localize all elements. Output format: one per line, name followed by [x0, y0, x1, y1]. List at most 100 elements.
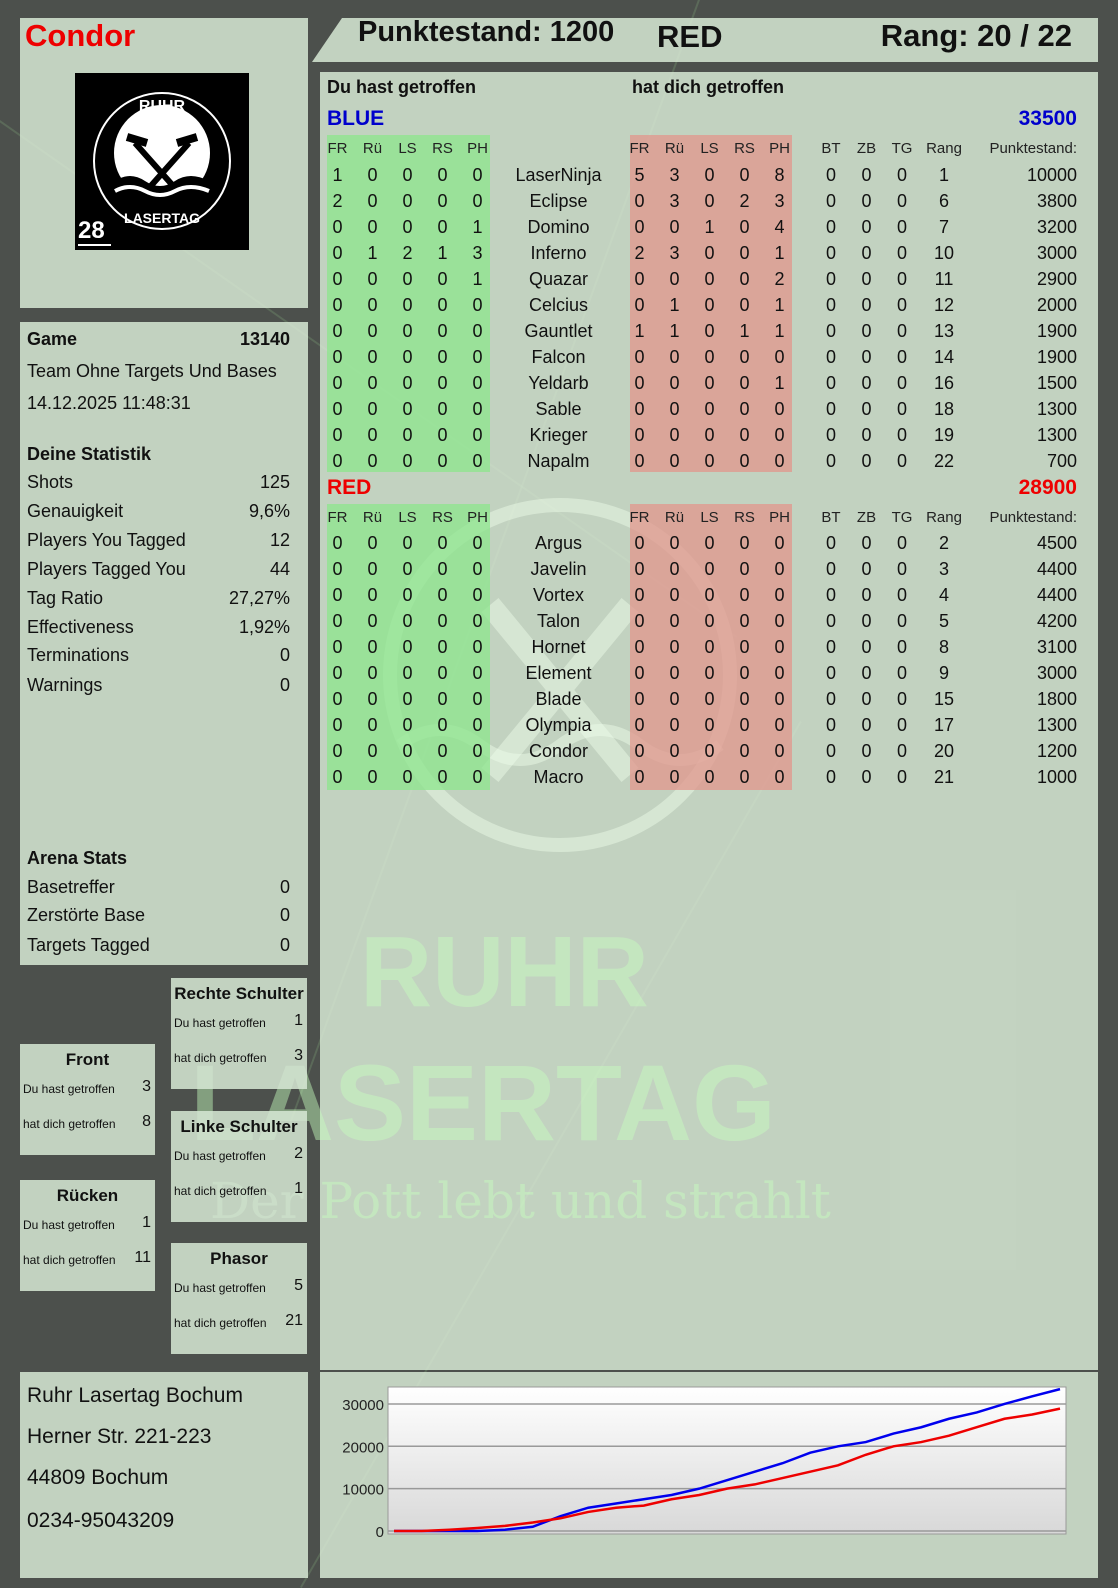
column-header: RS — [432, 509, 453, 526]
table-cell — [797, 530, 813, 556]
table-cell: 2900 — [1036, 269, 1077, 289]
table-cell: 4 — [938, 585, 949, 605]
column-header: FR — [327, 140, 348, 157]
table-cell: 0 — [669, 767, 680, 787]
table-cell: 4 — [774, 217, 785, 237]
table-cell: 0 — [472, 689, 483, 709]
stat-label: Warnings — [27, 675, 103, 695]
column-header — [495, 136, 622, 162]
table-cell: 2 — [938, 533, 949, 553]
player-name-cell: Gauntlet — [524, 321, 593, 341]
table-cell: 0 — [861, 399, 872, 419]
table-cell: 8 — [938, 637, 949, 657]
stat-row: Players Tagged You 44 — [27, 559, 290, 580]
table-cell: 0 — [704, 451, 715, 471]
table-cell: 21 — [933, 767, 955, 787]
stat-row: Genauigkeit 9,6% — [27, 501, 290, 522]
table-cell: 1300 — [1036, 399, 1077, 419]
table-cell: 4200 — [1036, 611, 1077, 631]
table-cell: 0 — [634, 767, 645, 787]
table-cell: 1 — [669, 295, 680, 315]
table-cell: 0 — [367, 611, 378, 631]
table-cell: 0 — [861, 559, 872, 579]
table-cell: 0 — [825, 425, 836, 445]
table-cell: 0 — [367, 425, 378, 445]
table-cell: 0 — [367, 715, 378, 735]
table-cell: 0 — [332, 663, 343, 683]
column-header: BT — [821, 140, 841, 157]
table-cell: 0 — [634, 347, 645, 367]
player-name-cell: Yeldarb — [528, 373, 589, 393]
table-cell: 1 — [774, 295, 785, 315]
value: 3 — [142, 1078, 151, 1095]
player-name-cell: Element — [525, 663, 592, 683]
stat-value: 27,27% — [228, 588, 290, 608]
table-cell: 0 — [825, 715, 836, 735]
table-cell: 0 — [437, 533, 448, 553]
table-cell: 0 — [634, 269, 645, 289]
value: 8 — [142, 1113, 151, 1130]
table-cell: 0 — [774, 399, 785, 419]
column-header: PH — [467, 140, 488, 157]
table-cell: 0 — [704, 399, 715, 419]
table-cell: 3200 — [1036, 217, 1077, 237]
table-cell: 1 — [367, 243, 378, 263]
game-label: Game — [27, 329, 78, 349]
table-cell: 0 — [437, 399, 448, 419]
table-cell: 0 — [739, 269, 750, 289]
table-cell: 0 — [896, 321, 907, 341]
table-cell: 7 — [938, 217, 949, 237]
stat-value: 0 — [279, 935, 290, 955]
table-cell: 0 — [332, 321, 343, 341]
stat-label: Tag Ratio — [27, 588, 104, 608]
table-cell: 0 — [367, 637, 378, 657]
player-score: Punktestand: 1200 — [358, 16, 615, 48]
table-cell: 0 — [774, 663, 785, 683]
table-cell: 1500 — [1036, 373, 1077, 393]
table-cell: 0 — [402, 347, 413, 367]
table-cell: 0 — [896, 165, 907, 185]
table-cell: 5 — [634, 165, 645, 185]
stat-label: Targets Tagged — [27, 935, 150, 955]
stat-label: Terminations — [27, 645, 130, 665]
column-header: Rang — [926, 140, 962, 157]
table-cell: 0 — [704, 269, 715, 289]
table-cell: 0 — [402, 295, 413, 315]
player-name-cell: Napalm — [527, 451, 590, 471]
table-cell: 0 — [367, 295, 378, 315]
table-cell: 0 — [472, 425, 483, 445]
hit-you-row: hat dich getroffen 8 — [20, 1096, 155, 1131]
table-cell: 5 — [938, 611, 949, 631]
table-cell: 0 — [861, 663, 872, 683]
table-cell: 0 — [472, 585, 483, 605]
table-cell: 0 — [332, 689, 343, 709]
table-cell: 0 — [774, 611, 785, 631]
table-cell: 0 — [402, 165, 413, 185]
table-cell: 0 — [332, 741, 343, 761]
table-cell: 2 — [774, 269, 785, 289]
table-cell: 0 — [739, 243, 750, 263]
table-cell: 0 — [739, 767, 750, 787]
address-panel — [20, 1372, 308, 1578]
player-name-cell: Domino — [527, 217, 590, 237]
table-cell: 0 — [367, 321, 378, 341]
table-cell: 0 — [332, 347, 343, 367]
table-cell: 0 — [896, 767, 907, 787]
table-cell: 0 — [402, 217, 413, 237]
table-cell: 2 — [739, 191, 750, 211]
body-part-phasor: Phasor Du hast getroffen 5 hat dich getro… — [171, 1243, 307, 1354]
stat-value: 0 — [279, 645, 290, 665]
table-cell: 0 — [774, 637, 785, 657]
table-cell: 0 — [825, 663, 836, 683]
column-header: BT — [821, 509, 841, 526]
table-cell: 0 — [437, 165, 448, 185]
table-cell: 0 — [472, 451, 483, 471]
value: 3 — [294, 1047, 303, 1064]
table-cell: 0 — [367, 741, 378, 761]
red-hit-you-bg — [630, 504, 792, 790]
table-cell: 3 — [472, 243, 483, 263]
plot-area — [387, 1386, 1067, 1535]
table-cell: 2 — [332, 191, 343, 211]
table-cell: 0 — [896, 451, 907, 471]
table-cell: 0 — [472, 191, 483, 211]
